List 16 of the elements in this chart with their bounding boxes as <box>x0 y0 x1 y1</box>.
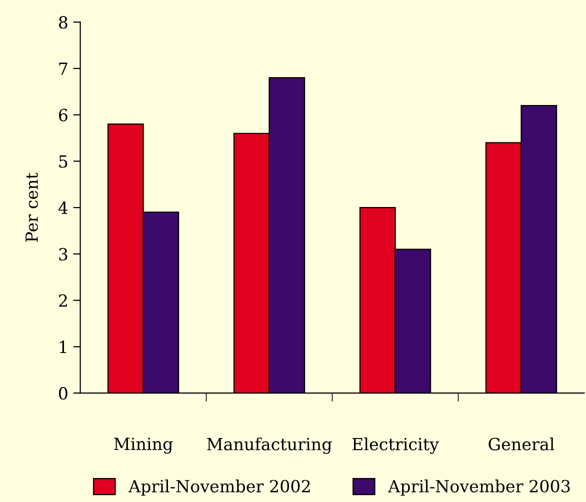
y-tick-label: 1 <box>60 340 66 354</box>
x-tick-label: Mining <box>114 438 173 454</box>
y-tick-label: 6 <box>58 108 68 122</box>
y-tick-label: 4 <box>58 202 68 214</box>
y-tick-label: 3 <box>59 248 68 261</box>
y-axis-title: Per cent <box>26 172 38 242</box>
x-tick-label: Manufacturing <box>207 438 332 454</box>
y-tick-label: 7 <box>59 62 68 75</box>
x-tick-label: Electricity <box>352 438 439 454</box>
y-tick-label: 2 <box>59 294 67 307</box>
legend-label: April-November 2002 <box>128 480 310 496</box>
y-tick-label: 8 <box>58 16 68 29</box>
y-tick-label: 5 <box>59 155 68 168</box>
x-tick-label: General <box>488 438 554 450</box>
legend-label: April-November 2003 <box>388 480 570 496</box>
y-tick-label: 0 <box>58 387 68 400</box>
